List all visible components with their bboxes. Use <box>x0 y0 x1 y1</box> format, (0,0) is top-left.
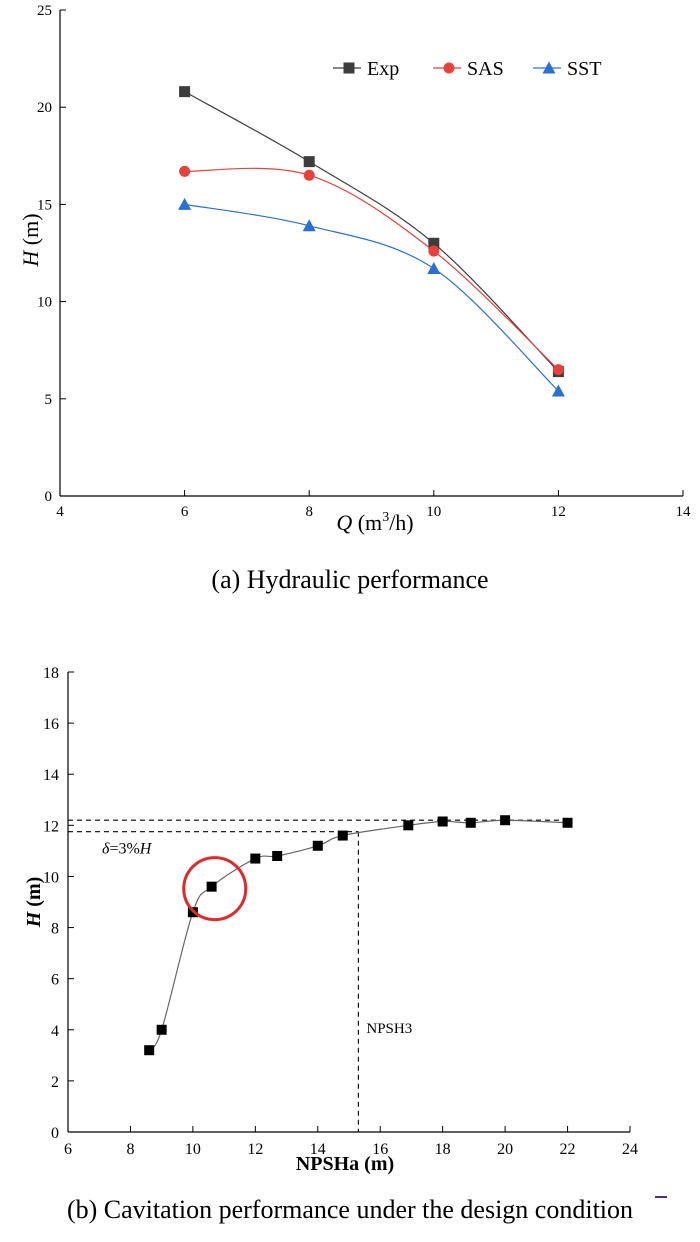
annotation-npsh3: NPSH3 <box>366 1021 412 1037</box>
x-tick-label: 14 <box>676 504 692 520</box>
y-tick-label: 0 <box>45 489 53 505</box>
data-point-sas <box>428 245 440 257</box>
y-tick-label: 10 <box>43 869 59 886</box>
legend-item-sst: SST <box>533 58 601 80</box>
x-axis-label: Q (m3/h) <box>336 510 413 535</box>
y-tick-label: 10 <box>37 295 52 311</box>
y-axis-label: H (m) <box>23 877 45 929</box>
y-tick-label: 4 <box>51 1023 59 1040</box>
y-tick-label: 20 <box>37 100 52 116</box>
data-point-sas <box>552 364 564 376</box>
series-line-sst <box>184 203 559 392</box>
x-tick-label: 20 <box>497 1141 513 1158</box>
data-point <box>156 1024 167 1035</box>
y-tick-label: 5 <box>45 392 53 408</box>
data-point <box>465 817 476 828</box>
legend-item-sas: SAS <box>433 58 504 80</box>
y-axis-label: H (m) <box>18 213 43 267</box>
legend-swatch-marker <box>443 62 455 74</box>
data-point <box>337 830 348 841</box>
series-line-sas <box>184 167 559 371</box>
x-tick-label: 24 <box>622 1141 638 1158</box>
legend-swatch-marker <box>343 62 355 74</box>
data-point-sst <box>178 197 192 210</box>
y-tick-label: 6 <box>51 972 59 989</box>
caption-hydraulic-performance: (a) Hydraulic performance <box>211 565 489 594</box>
x-tick-label: 12 <box>551 504 566 520</box>
x-tick-label: 12 <box>247 1141 263 1158</box>
y-tick-label: 16 <box>43 716 59 733</box>
data-point <box>272 851 283 861</box>
caption-cavitation-performance: (b) Cavitation performance under the des… <box>66 1195 634 1224</box>
data-point-sst <box>551 384 565 397</box>
data-point <box>312 840 323 851</box>
purple-dash-mark <box>655 1196 667 1198</box>
y-tick-label: 15 <box>37 197 52 213</box>
x-tick-label: 10 <box>426 504 441 520</box>
y-tick-label: 14 <box>43 767 59 784</box>
data-point <box>206 881 217 892</box>
x-tick-label: 14 <box>310 1141 326 1158</box>
data-point-sst <box>302 219 316 232</box>
series-line-exp <box>184 91 559 373</box>
data-point <box>562 817 573 828</box>
data-point <box>144 1045 155 1056</box>
data-point <box>250 853 261 864</box>
x-tick-label: 8 <box>305 504 313 520</box>
y-tick-label: 12 <box>43 818 59 835</box>
legend-item-exp: Exp <box>333 58 399 80</box>
y-tick-label: 0 <box>51 1125 59 1142</box>
x-tick-label: 4 <box>56 504 64 520</box>
y-tick-label: 18 <box>43 665 59 682</box>
x-tick-label: 16 <box>372 1141 388 1158</box>
data-point-sas <box>303 169 315 181</box>
data-point <box>500 815 511 826</box>
y-tick-label: 2 <box>51 1074 59 1091</box>
x-tick-label: 6 <box>181 504 189 520</box>
data-point <box>437 816 448 827</box>
data-point-exp <box>179 86 191 98</box>
x-tick-label: 22 <box>560 1141 576 1158</box>
highlight-circle <box>182 856 248 922</box>
chart-hydraulic-performance: 0 5 10 15 20 25 4 6 8 10 12 14 Q (m3/h) H (m) Exp SAS SS… <box>18 3 691 535</box>
x-tick-label: 18 <box>435 1141 451 1158</box>
legend-label: Exp <box>367 58 399 80</box>
x-tick-label: 8 <box>126 1141 134 1158</box>
annotation-delta: δ=3%H <box>102 841 153 858</box>
data-point-sst <box>427 262 441 275</box>
y-tick-label: 25 <box>37 3 52 19</box>
legend-swatch-marker <box>542 61 556 74</box>
legend-label: SST <box>567 58 601 80</box>
y-tick-label: 8 <box>51 921 59 938</box>
legend-label: SAS <box>467 58 504 80</box>
data-point-exp <box>303 156 315 168</box>
x-tick-label: 10 <box>185 1141 201 1158</box>
data-point-sas <box>179 165 191 177</box>
data-point-exp <box>428 237 440 249</box>
data-point <box>403 820 414 831</box>
x-tick-label: 6 <box>64 1141 72 1158</box>
x-axis-label: NPSHa (m) <box>296 1153 394 1175</box>
